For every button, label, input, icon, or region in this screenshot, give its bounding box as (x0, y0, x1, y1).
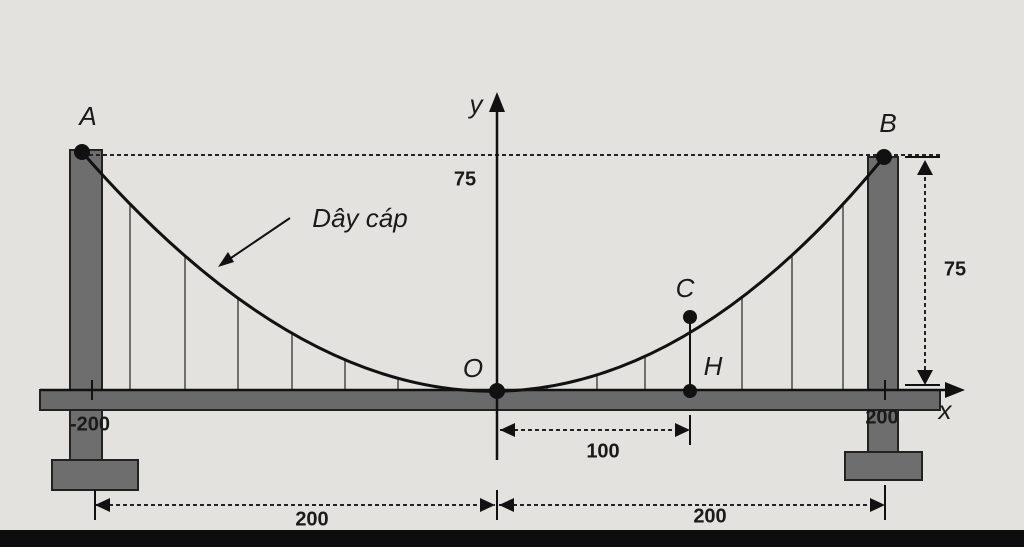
label-y: y (468, 89, 485, 119)
label-h: H (704, 351, 723, 381)
label-right-200: 200 (693, 505, 726, 527)
label-b: B (879, 108, 896, 138)
x-arrow (945, 382, 965, 398)
label-x-min: -200 (70, 413, 110, 435)
label-x: x (937, 395, 953, 425)
label-cable: Dây cáp (312, 203, 407, 233)
pointer-arrow (218, 252, 234, 267)
point-b (876, 149, 892, 165)
label-100: 100 (586, 440, 619, 462)
label-o: O (463, 353, 483, 383)
left-base (51, 459, 139, 491)
y-arrow (489, 92, 505, 112)
right-base (844, 451, 923, 481)
label-c: C (676, 273, 695, 303)
label-height: 75 (944, 258, 966, 280)
label-x-max: 200 (865, 406, 898, 428)
label-y-75: 75 (454, 168, 476, 190)
cable-pointer (224, 217, 291, 263)
hangers (129, 203, 844, 390)
point-c (683, 310, 697, 324)
point-a (74, 144, 90, 160)
point-o (489, 383, 505, 399)
dim-arrows (95, 498, 885, 512)
label-left-200: 200 (295, 508, 328, 530)
bottom-edge (0, 530, 1024, 547)
label-a: A (77, 101, 96, 131)
point-h (683, 384, 697, 398)
